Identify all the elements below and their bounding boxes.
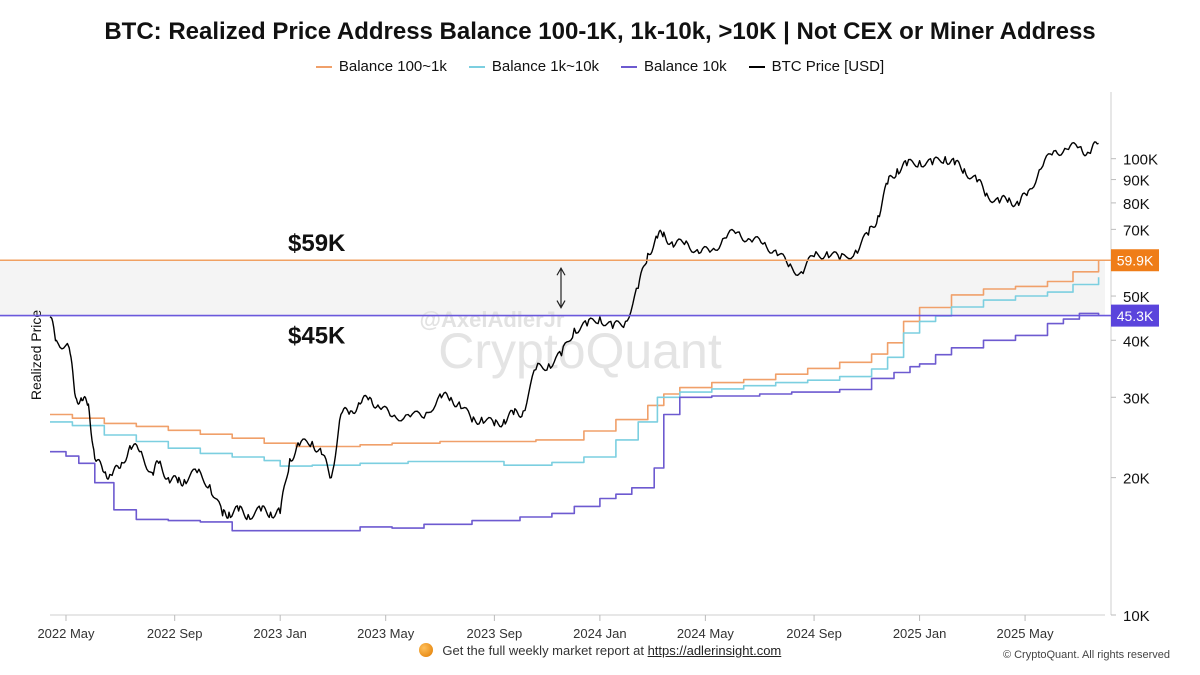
value-badge-label: 45.3K	[1117, 308, 1154, 324]
footer: Get the full weekly market report at htt…	[0, 643, 1200, 658]
x-tick-label: 2023 Jan	[253, 626, 307, 641]
legend-swatch	[315, 65, 332, 68]
y-tick-label: 90K	[1123, 173, 1150, 190]
reference-line-label: $45K	[288, 323, 346, 350]
y-tick-label: 30K	[1123, 390, 1150, 407]
arrow-head-up	[556, 267, 566, 276]
y-tick-label: 20K	[1123, 471, 1150, 488]
x-tick-label: 2025 May	[997, 626, 1055, 641]
value-badge	[1111, 304, 1159, 327]
legend-label: BTC Price [USD]	[771, 58, 885, 75]
copyright-notice: © CryptoQuant. All rights reserved	[1002, 649, 1170, 661]
legend-label: Balance 100~1k	[338, 58, 447, 75]
y-tick-label: 100K	[1123, 152, 1158, 169]
x-tick-label: 2023 May	[357, 626, 415, 641]
range-band	[0, 260, 1105, 316]
coin-icon	[418, 643, 433, 657]
x-tick-label: 2022 May	[37, 626, 95, 641]
legend-item-balance-100-1k[interactable]: Balance 100~1k	[315, 58, 447, 75]
legend-swatch	[621, 65, 638, 68]
series-line-btc-price-usd	[49, 141, 1099, 521]
x-tick-label: 2024 May	[677, 626, 735, 641]
chart-title: BTC: Realized Price Address Balance 100-…	[104, 18, 1096, 45]
arrow-head-down	[556, 300, 566, 309]
legend-swatch	[748, 65, 765, 68]
footer-text: Get the full weekly market report at	[442, 643, 644, 658]
value-badge-label: 59.9K	[1117, 253, 1154, 269]
x-tick-label: 2023 Sep	[467, 626, 523, 641]
x-tick-label: 2022 Sep	[147, 626, 203, 641]
legend-swatch	[468, 65, 485, 68]
legend-label: Balance 10k	[644, 58, 727, 75]
watermark-brand: CryptoQuant	[438, 323, 722, 379]
y-tick-label: 50K	[1123, 289, 1150, 306]
legend-item-btc-price[interactable]: BTC Price [USD]	[748, 58, 885, 75]
legend-item-balance-10k[interactable]: Balance 10k	[621, 58, 727, 75]
y-tick-label: 40K	[1123, 333, 1150, 350]
y-tick-label: 80K	[1123, 196, 1150, 213]
footer-link[interactable]: https://adlerinsight.com	[647, 643, 782, 658]
y-tick-label: 10K	[1123, 608, 1150, 625]
legend-item-balance-1k-10k[interactable]: Balance 1k~10k	[468, 58, 600, 75]
watermark-handle: @AxelAdlerJr	[420, 307, 565, 332]
chart-legend: Balance 100~1k Balance 1k~10k Balance 10…	[0, 58, 1200, 75]
y-tick-label: 70K	[1123, 222, 1150, 239]
value-badge	[1111, 249, 1159, 272]
y-axis-title: Realized Price	[28, 310, 44, 400]
x-tick-label: 2024 Sep	[786, 626, 842, 641]
x-tick-label: 2025 Jan	[893, 626, 947, 641]
legend-label: Balance 1k~10k	[491, 58, 600, 75]
x-tick-label: 2024 Jan	[573, 626, 627, 641]
reference-line-label: $59K	[288, 230, 346, 257]
series-line-balance-10k	[50, 312, 1100, 532]
